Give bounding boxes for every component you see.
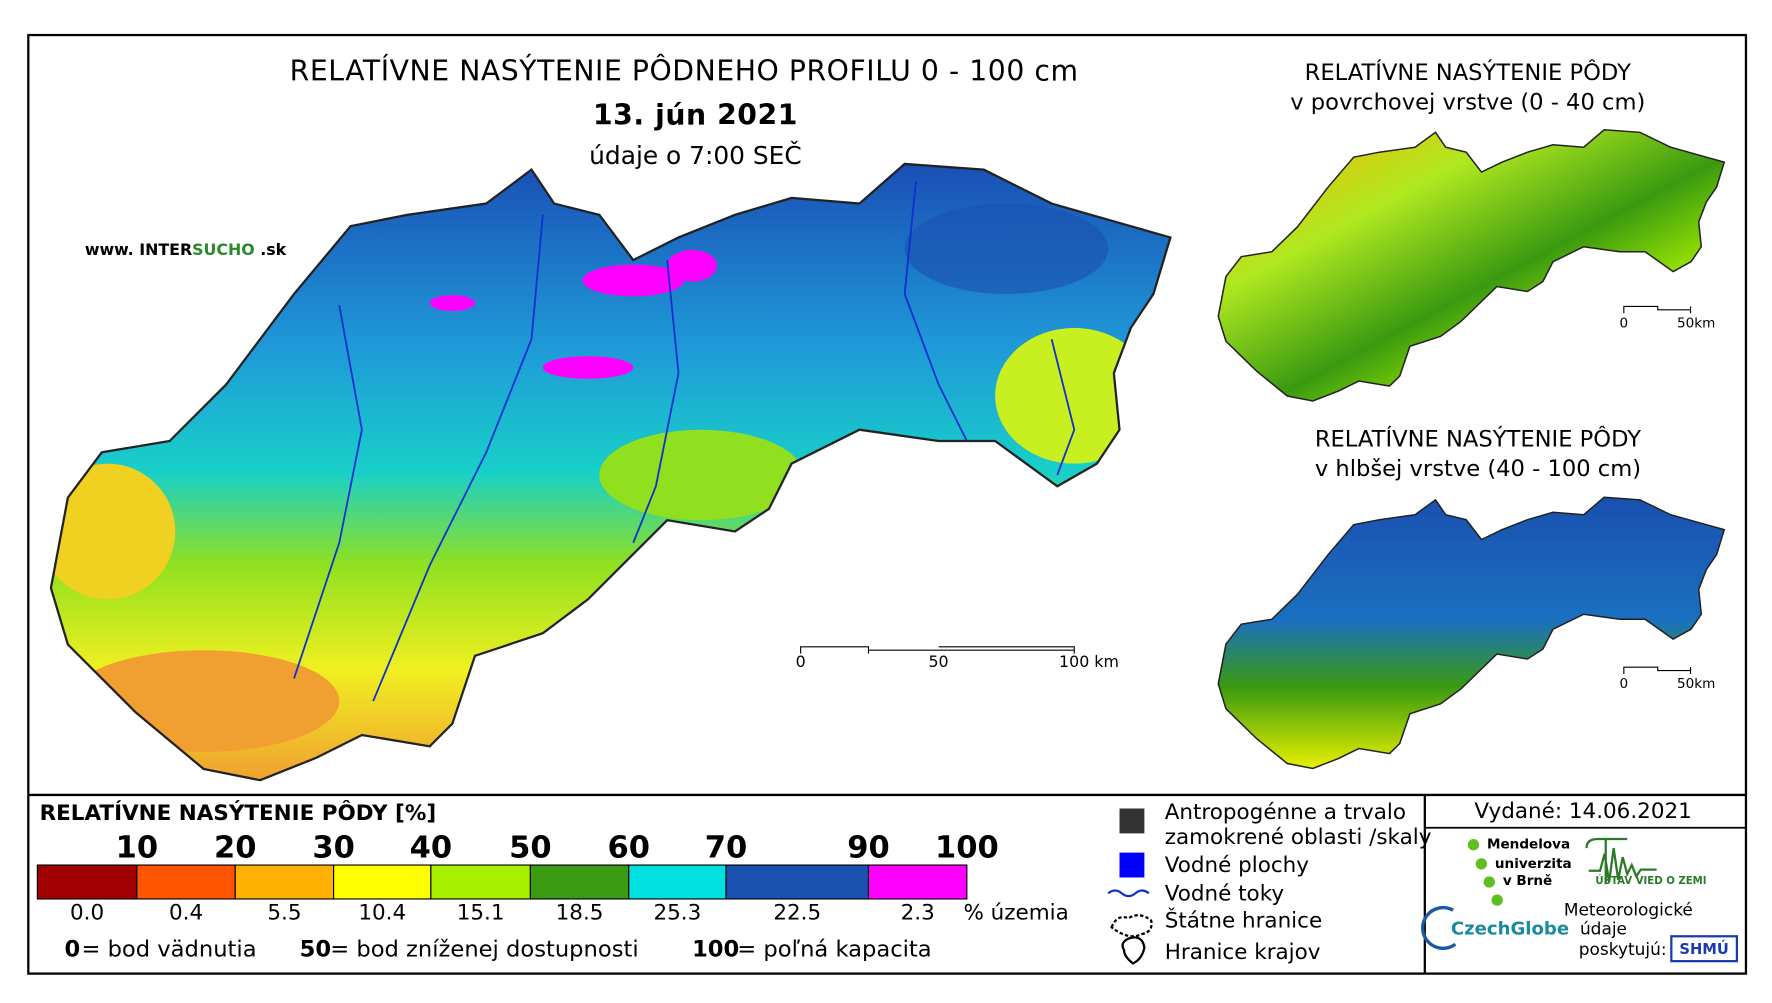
shares-unit: % územia (963, 901, 1068, 926)
share-label: 0.4 (169, 901, 203, 926)
scale-label: 0 (1620, 676, 1629, 692)
share-label: 25.3 (653, 901, 701, 926)
inset-title: v povrchovej vrstve (0 - 40 cm) (1290, 89, 1645, 115)
dot (1483, 876, 1495, 888)
color-segment (234, 864, 335, 900)
patch (429, 295, 475, 311)
tick-label: 70 (705, 831, 747, 866)
website: www. INTERSUCHO .sk (85, 239, 287, 258)
share-label: 5.5 (267, 901, 301, 926)
scale-bar (800, 646, 1075, 654)
logo-text: univerzita (1495, 856, 1572, 872)
ustav-logo (1585, 837, 1657, 885)
note-key: 100 (692, 936, 739, 962)
dot (1475, 858, 1488, 870)
color-segment (36, 864, 138, 900)
website-part: SUCHO (192, 239, 255, 258)
tick-label: 40 (410, 831, 452, 866)
tick-label: 10 (116, 831, 158, 866)
region-border-icon (1121, 936, 1146, 965)
legend-title: RELATÍVNE NASÝTENIE PÔDY [%] (40, 800, 437, 826)
scale-bar (1623, 666, 1692, 674)
tick-label: 30 (312, 831, 354, 866)
scale-label: 50 (929, 652, 949, 671)
patch (995, 327, 1154, 464)
logo-text: CzechGlobe (1451, 918, 1569, 939)
shmu-logo (1670, 935, 1739, 963)
patch (904, 203, 1109, 295)
logo-text: Mendelova (1487, 837, 1570, 853)
scale-bar (1623, 305, 1692, 314)
time-note: údaje o 7:00 SEČ (589, 140, 802, 170)
scale-label: 0 (796, 652, 806, 671)
symbol-label: zamokrené oblasti /skaly (1165, 825, 1432, 850)
stream-icon (1107, 889, 1150, 898)
logo-text: údaje (1580, 918, 1627, 938)
logo-text: v Brně (1503, 873, 1552, 889)
logo-text: SHMÚ (1679, 940, 1728, 958)
state-border-icon (1110, 914, 1153, 938)
dot (1491, 894, 1503, 906)
inset-title: RELATÍVNE NASÝTENIE PÔDY (1305, 58, 1631, 86)
scale-label: 50km (1677, 676, 1715, 692)
inset-title: v hlbšej vrstve (40 - 100 cm) (1315, 456, 1641, 482)
issued: Vydané: 14.06.2021 (1474, 799, 1691, 824)
symbol-label: Vodné plochy (1165, 853, 1310, 878)
scale-label: 100 km (1059, 652, 1119, 671)
dot (1467, 839, 1480, 851)
logo-text: ÚSTAV VIED O ZEMI (1595, 874, 1706, 887)
symbol-label: Štátne hranice (1165, 908, 1322, 934)
inset-title: RELATÍVNE NASÝTENIE PÔDY (1315, 424, 1641, 452)
tick-label: 60 (608, 831, 650, 866)
scale-label: 0 (1620, 315, 1629, 331)
share-label: 22.5 (773, 901, 821, 926)
tick-label: 90 (847, 831, 889, 866)
share-label: 0.0 (70, 901, 104, 926)
color-segment (430, 864, 531, 900)
share-label: 10.4 (358, 901, 406, 926)
note-key: 50 (300, 936, 331, 962)
note-text: = bod zníženej dostupnosti (330, 936, 638, 962)
note-text: = bod vädnutia (81, 936, 256, 962)
color-segment (333, 864, 432, 900)
note-key: 0 (64, 936, 80, 962)
map-patches (50, 180, 1154, 752)
patch (582, 264, 685, 297)
symbol-label: Hranice krajov (1165, 940, 1321, 965)
date: 13. jún 2021 (593, 98, 798, 131)
symbol-label: Antropogénne a trvalo (1165, 800, 1406, 825)
tick-label: 100 (935, 831, 999, 866)
color-segment (529, 864, 630, 900)
anthropogenic-icon (1119, 808, 1145, 834)
patch (667, 249, 717, 282)
mendel-dots (1467, 839, 1503, 906)
symbol-label: Vodné toky (1165, 881, 1285, 906)
tick-label: 20 (214, 831, 256, 866)
share-label: 2.3 (901, 901, 935, 926)
patch (599, 429, 803, 521)
scale-label: 50km (1677, 315, 1715, 331)
logo-text: poskytujú: (1579, 939, 1667, 959)
logo-text: Meteorologické (1564, 899, 1693, 919)
title: RELATÍVNE NASÝTENIE PÔDNEHO PROFILU 0 - … (290, 53, 1079, 87)
note-text: = poľná kapacita (737, 936, 931, 962)
color-segment (725, 864, 870, 900)
color-segment (136, 864, 236, 900)
color-segment (628, 864, 727, 900)
czechglobe-logo (1421, 905, 1457, 950)
website-part: www. INTER (85, 239, 192, 258)
patch (50, 463, 176, 600)
patch (542, 356, 634, 379)
rivers (293, 180, 1076, 702)
color-bar: 0.0 0.4 5.5 10.4 15.1 18.5 25.3 22.5 2.3 10 20 30 40… (36, 831, 999, 926)
tick-label: 50 (509, 831, 551, 866)
share-label: 18.5 (556, 901, 604, 926)
water-icon (1119, 852, 1145, 878)
website-part: .sk (255, 239, 287, 258)
color-segment (867, 864, 968, 900)
share-label: 15.1 (457, 901, 505, 926)
